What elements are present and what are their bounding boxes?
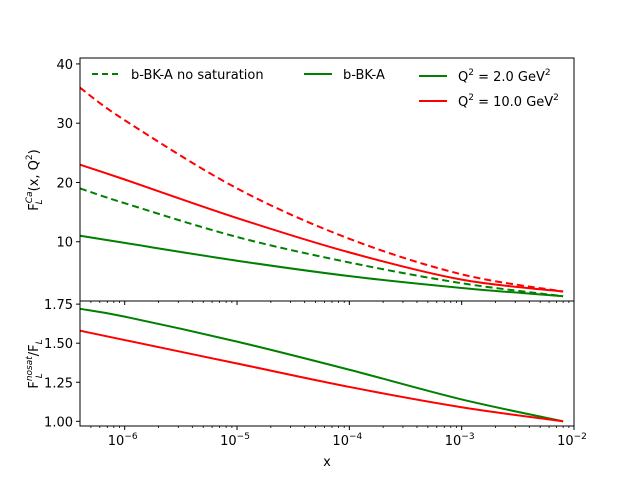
legend-label-q2-10: Q2 = 10.0 GeV2 [458,93,559,110]
x-ticks: 10−6 10−5 10−4 10−3 10−2 [90,301,587,449]
series-line-sat-q2-10 [79,163,564,293]
x-tick-label: 10−5 [220,432,250,449]
series-line-no-sat-q2-2 [79,187,564,298]
bottom-panel-series [79,307,564,423]
legend-label-bbka: b-BK-A [343,68,385,83]
bottom-y-tick-label: 1.75 [44,298,73,313]
top-y-tick-label: 20 [56,176,73,191]
legend: b-BK-A no saturation b-BK-A Q2 = 2.0 GeV… [92,68,559,110]
x-tick-label: 10−4 [332,432,362,449]
top-panel-series [79,86,564,298]
x-axis-label: x [323,455,331,470]
series-line-no-sat-q2-10 [79,86,564,293]
top-y-axis-label: FCaL(x, Q2) [25,149,45,210]
bottom-y-tick-label: 1.00 [44,415,73,430]
x-tick-label: 10−6 [108,432,138,449]
top-y-tick-label: 40 [56,58,73,73]
series-line-ratio-q2-10 [79,329,564,423]
legend-label-q2-2: Q2 = 2.0 GeV2 [458,68,551,85]
legend-label-no-saturation: b-BK-A no saturation [131,68,264,83]
x-tick-label: 10−3 [445,432,475,449]
bottom-panel-frame [79,300,575,427]
bottom-y-tick-label: 1.25 [44,376,73,391]
series-line-sat-q2-2 [79,234,564,298]
bottom-y-ticks: 1.00 1.25 1.50 1.75 [44,298,80,430]
series-line-ratio-q2-2 [79,307,564,423]
top-y-tick-label: 30 [56,117,73,132]
x-tick-label: 10−2 [557,432,587,449]
top-y-ticks: 10 20 30 40 [56,58,80,251]
bottom-y-tick-label: 1.50 [44,337,73,352]
top-y-tick-label: 10 [56,236,73,251]
bottom-y-axis-label: FnosatL/FL [25,339,45,388]
